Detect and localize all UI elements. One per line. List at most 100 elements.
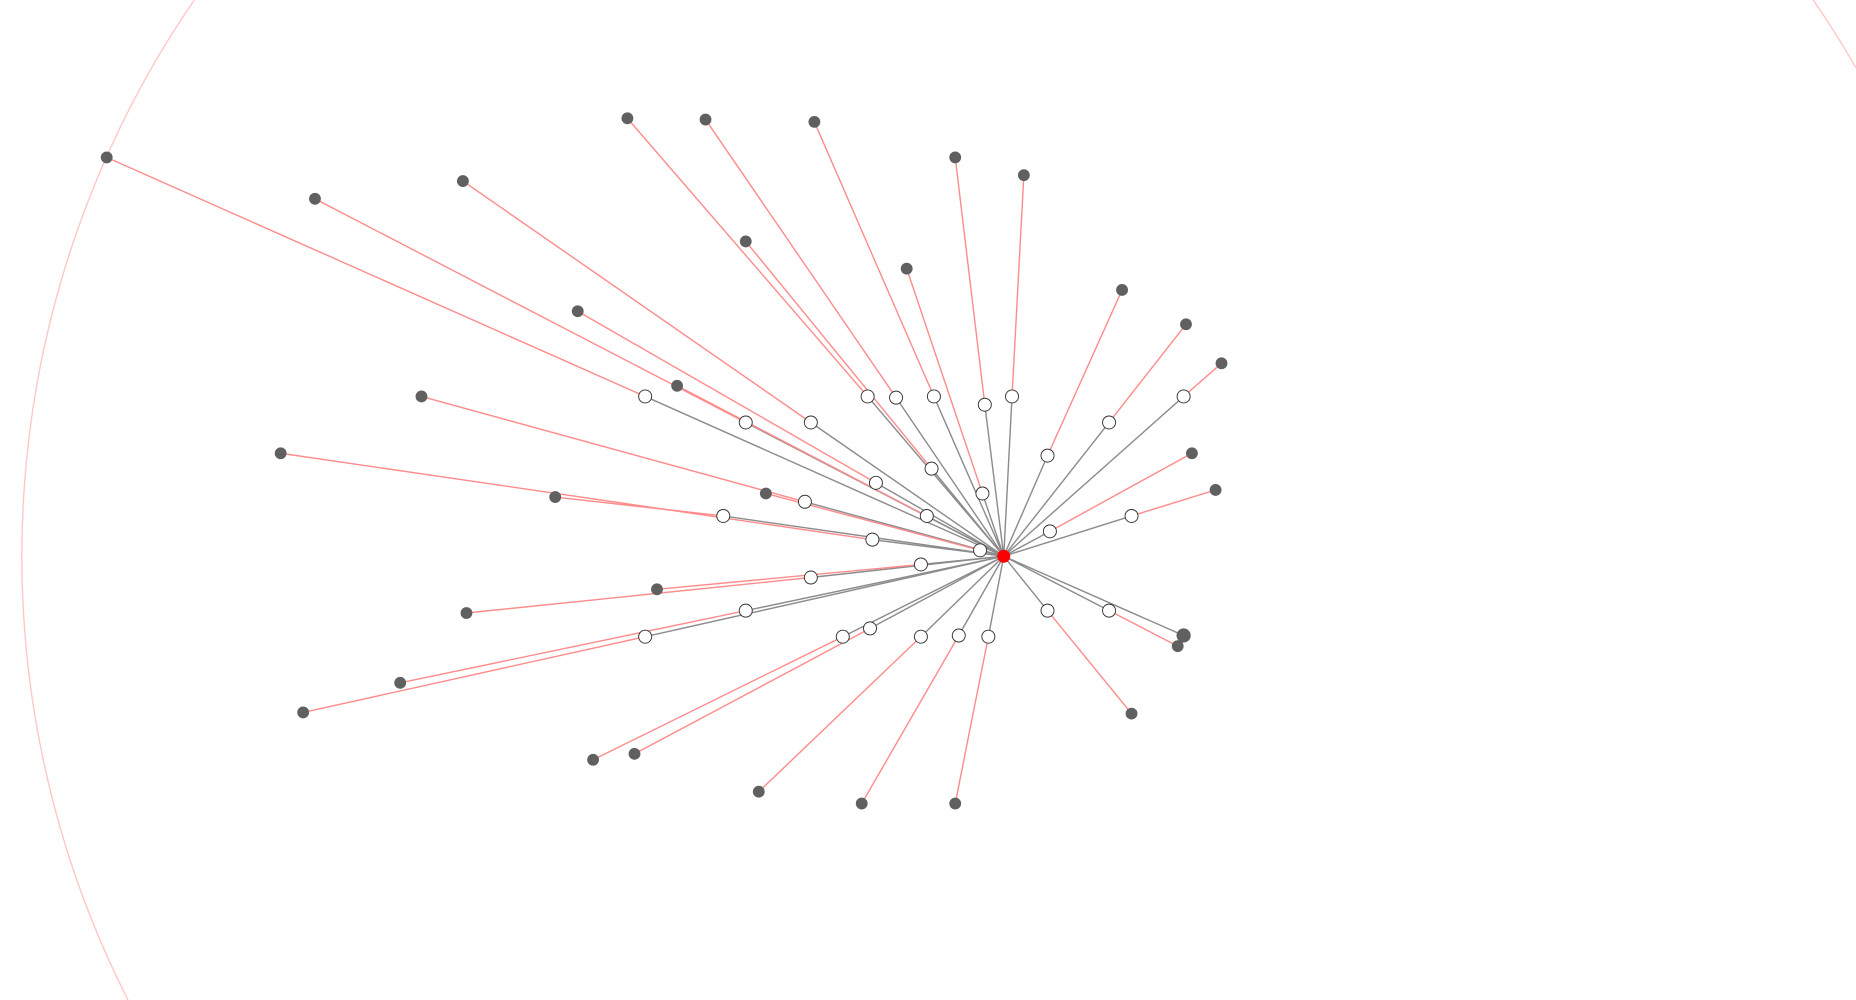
boundary-ring-right <box>1812 0 1856 68</box>
outer-node[interactable] <box>587 753 600 766</box>
outer-node[interactable] <box>1215 357 1228 370</box>
inner-edge <box>895 397 1005 557</box>
outer-edge <box>1183 362 1222 397</box>
outer-node[interactable] <box>752 785 765 798</box>
outer-node[interactable] <box>1176 628 1191 643</box>
inner-edge <box>1003 530 1051 557</box>
outer-edge <box>906 268 984 494</box>
outer-edge <box>745 240 933 470</box>
inner-node[interactable] <box>1040 448 1055 463</box>
inner-node[interactable] <box>1042 524 1057 539</box>
inner-node[interactable] <box>1124 508 1139 523</box>
outer-node[interactable] <box>1017 169 1030 182</box>
inner-edge <box>1003 455 1049 557</box>
outer-node[interactable] <box>699 113 712 126</box>
outer-node[interactable] <box>1116 284 1128 296</box>
inner-edge <box>920 555 1004 566</box>
inner-node[interactable] <box>716 508 731 523</box>
outer-edge <box>466 576 811 614</box>
outer-node[interactable] <box>309 192 321 205</box>
outer-node[interactable] <box>900 262 913 275</box>
inner-node[interactable] <box>973 543 988 558</box>
inner-node[interactable] <box>926 389 941 404</box>
inner-edge <box>644 395 1005 557</box>
inner-node[interactable] <box>803 570 818 585</box>
outer-edge <box>1049 452 1193 532</box>
inner-edge <box>926 515 1005 557</box>
inner-edge <box>1003 555 1110 612</box>
inner-node[interactable] <box>738 415 753 430</box>
inner-node[interactable] <box>738 603 753 618</box>
outer-edge <box>1108 323 1187 423</box>
outer-node[interactable] <box>297 706 310 719</box>
inner-node[interactable] <box>638 389 653 404</box>
outer-node[interactable] <box>1180 318 1192 331</box>
outer-node[interactable] <box>549 491 562 503</box>
outer-node[interactable] <box>651 583 663 596</box>
inner-node[interactable] <box>803 415 818 430</box>
inner-node[interactable] <box>863 621 877 636</box>
outer-node[interactable] <box>628 747 641 760</box>
outer-node[interactable] <box>808 115 821 128</box>
outer-edge <box>400 609 746 684</box>
inner-node[interactable] <box>868 475 883 490</box>
outer-node[interactable] <box>571 305 584 318</box>
outer-node[interactable] <box>274 447 287 460</box>
outer-node[interactable] <box>1171 640 1184 653</box>
outer-edge <box>280 452 873 541</box>
outer-node[interactable] <box>739 235 752 248</box>
inner-node[interactable] <box>860 389 875 404</box>
outer-node[interactable] <box>394 676 407 689</box>
inner-edge <box>933 396 1005 557</box>
edges <box>106 117 1222 804</box>
outer-edge <box>656 563 921 591</box>
inner-node[interactable] <box>981 629 996 644</box>
outer-node[interactable] <box>759 487 772 500</box>
outer-node[interactable] <box>1209 484 1222 496</box>
inner-node[interactable] <box>975 486 990 501</box>
inner-node[interactable] <box>1102 603 1117 618</box>
inner-edge <box>958 555 1005 636</box>
outer-node[interactable] <box>855 797 868 810</box>
outer-node[interactable] <box>949 797 962 810</box>
center-node[interactable] <box>997 549 1011 563</box>
outer-edge <box>421 395 806 503</box>
outer-edge <box>1011 175 1025 397</box>
inner-node[interactable] <box>919 508 934 523</box>
inner-node[interactable] <box>1005 389 1020 404</box>
outer-edge <box>462 180 812 424</box>
outer-node[interactable] <box>1185 447 1198 460</box>
inner-node[interactable] <box>1040 603 1055 618</box>
outer-node[interactable] <box>621 112 634 125</box>
outer-edge <box>1131 489 1216 517</box>
inner-edge <box>645 555 1004 638</box>
outer-node[interactable] <box>460 607 473 619</box>
outer-edge <box>626 117 869 397</box>
inner-node[interactable] <box>835 629 850 644</box>
inner-edge <box>1003 395 1185 557</box>
inner-node[interactable] <box>913 629 928 644</box>
inner-node[interactable] <box>1102 415 1117 430</box>
inner-edge <box>981 493 1005 557</box>
inner-node[interactable] <box>977 397 992 412</box>
inner-node[interactable] <box>951 628 966 643</box>
inner-node[interactable] <box>913 557 928 572</box>
outer-edge <box>592 636 844 761</box>
outer-node[interactable] <box>415 390 428 403</box>
inner-node[interactable] <box>865 532 880 547</box>
outer-node[interactable] <box>671 379 684 392</box>
inner-node[interactable] <box>889 390 904 405</box>
outer-node[interactable] <box>949 151 962 164</box>
inner-node[interactable] <box>924 461 939 476</box>
inner-node[interactable] <box>638 629 653 644</box>
inner-edge <box>1003 396 1013 557</box>
outer-edge <box>577 310 877 484</box>
inner-node[interactable] <box>1176 389 1191 404</box>
outer-node[interactable] <box>1125 707 1138 720</box>
outer-node[interactable] <box>456 175 469 187</box>
inner-edge <box>920 555 1005 638</box>
nodes <box>100 112 1228 810</box>
outer-node[interactable] <box>100 151 113 164</box>
inner-node[interactable] <box>797 494 812 509</box>
